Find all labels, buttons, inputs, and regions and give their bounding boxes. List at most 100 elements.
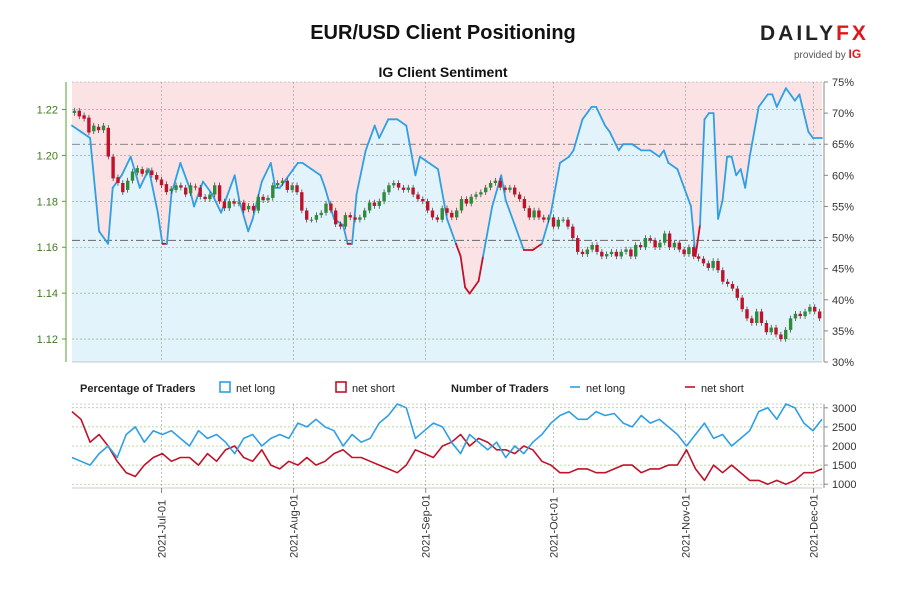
- candle-body: [667, 233, 672, 248]
- candle-body: [817, 311, 822, 319]
- sentiment-line-segment: [572, 118, 584, 152]
- candle-body: [682, 249, 686, 255]
- candle-body: [435, 217, 439, 220]
- sentiment-line-segment: [238, 199, 250, 233]
- candle-body: [188, 185, 193, 194]
- candle-body: [305, 210, 309, 220]
- sentiment-line-segment: [233, 174, 241, 202]
- sentiment-line-segment: [658, 149, 665, 158]
- sentiment-line-segment: [301, 161, 313, 171]
- price-tick-label: 1.16: [37, 242, 58, 254]
- candle-body: [416, 194, 420, 200]
- sentiment-line-segment: [482, 205, 494, 258]
- sentiment-line-segment: [71, 124, 82, 133]
- candle-body: [300, 192, 304, 211]
- sentiment-line-segment: [107, 186, 114, 245]
- candle-body: [82, 115, 86, 119]
- pct-tick-label: 60%: [832, 170, 854, 182]
- sentiment-line-segment: [414, 155, 421, 177]
- sentiment-line-segment: [699, 118, 706, 227]
- candle-body: [764, 323, 769, 333]
- candle-body: [261, 196, 265, 201]
- sentiment-line-segment: [464, 286, 471, 295]
- candle-body: [726, 281, 730, 284]
- traders-tick-label: 1000: [832, 479, 856, 491]
- candle-body: [290, 185, 294, 190]
- pct-tick-label: 35%: [832, 326, 854, 338]
- candle-body: [619, 251, 623, 257]
- candle-body: [411, 187, 415, 195]
- dailyfx-logo: DAILYFX provided by IG: [760, 22, 870, 61]
- sentiment-line-segment: [491, 174, 503, 208]
- sentiment-line-segment: [785, 87, 792, 96]
- legend: Percentage of Traders net long net short…: [80, 381, 744, 395]
- logo-wordmark: DAILYFX: [760, 22, 869, 45]
- sentiment-line-segment: [568, 149, 575, 158]
- candle-body: [242, 202, 246, 211]
- candle-body: [464, 199, 469, 204]
- candle-body: [701, 258, 706, 264]
- candle-body: [266, 197, 270, 201]
- price-tick-label: 1.20: [37, 150, 58, 162]
- sentiment-line-segment: [748, 106, 760, 158]
- sentiment-line-segment: [649, 149, 661, 158]
- legend-num-title: Number of Traders: [451, 383, 549, 395]
- sentiment-line-segment: [468, 280, 480, 295]
- candle-body: [174, 185, 178, 190]
- sentiment-line-segment: [739, 168, 747, 189]
- candle-body: [87, 117, 91, 133]
- candle-body: [653, 240, 657, 248]
- candle-body: [96, 126, 101, 131]
- candle-body: [314, 215, 319, 220]
- sentiment-line-segment: [229, 174, 236, 189]
- sentiment-line-segment: [617, 143, 625, 152]
- candle-body: [585, 249, 589, 255]
- pct-tick-label: 55%: [832, 201, 854, 213]
- candle-body: [111, 156, 115, 179]
- sentiment-line-segment: [794, 93, 801, 102]
- candle-body: [72, 110, 77, 113]
- candle-body: [222, 201, 227, 209]
- date-tick-label: 2021-Dec-01: [808, 494, 820, 558]
- candle-body: [387, 185, 391, 193]
- sentiment-line-segment: [310, 168, 322, 177]
- candle-body: [208, 194, 212, 200]
- sentiment-line-segment: [260, 161, 272, 183]
- candle-body: [779, 334, 783, 340]
- sentiment-line-segment: [278, 174, 290, 189]
- candle-body: [513, 187, 517, 195]
- sentiment-line-segment: [98, 230, 109, 245]
- chart-subtitle: IG Client Sentiment: [378, 64, 508, 80]
- candle-body: [759, 311, 764, 323]
- net-short-traders-line: [71, 410, 823, 486]
- candle-body: [319, 212, 323, 216]
- candle-body: [484, 187, 488, 193]
- candle-body: [392, 183, 396, 186]
- candle-body: [396, 183, 401, 188]
- candle-body: [551, 217, 556, 227]
- sentiment-line-segment: [324, 186, 335, 220]
- candle-body: [803, 311, 807, 317]
- pct-tick-label: 50%: [832, 233, 854, 245]
- candle-body: [184, 187, 188, 195]
- candle-body: [503, 187, 507, 190]
- candle-body: [116, 177, 120, 183]
- sentiment-line-segment: [712, 112, 719, 220]
- sentiment-line-segment: [681, 180, 692, 208]
- candle-body: [634, 245, 638, 257]
- candle-body: [566, 219, 570, 227]
- date-tick-label: 2021-Nov-01: [681, 494, 693, 558]
- candle-body: [658, 242, 662, 248]
- sentiment-line-segment: [418, 155, 430, 164]
- candle-body: [237, 202, 241, 204]
- candle-body: [246, 205, 251, 210]
- candle-body: [227, 201, 231, 209]
- candle-body: [285, 180, 289, 190]
- candle-body: [217, 185, 222, 202]
- candle-body: [140, 169, 144, 174]
- legend-pct-short-swatch: [335, 381, 347, 393]
- sentiment-line-segment: [373, 124, 381, 139]
- page-title: EUR/USD Client Positioning: [310, 22, 576, 44]
- date-tick-label: 2021-Aug-01: [289, 494, 301, 558]
- sentiment-line-segment: [504, 199, 516, 227]
